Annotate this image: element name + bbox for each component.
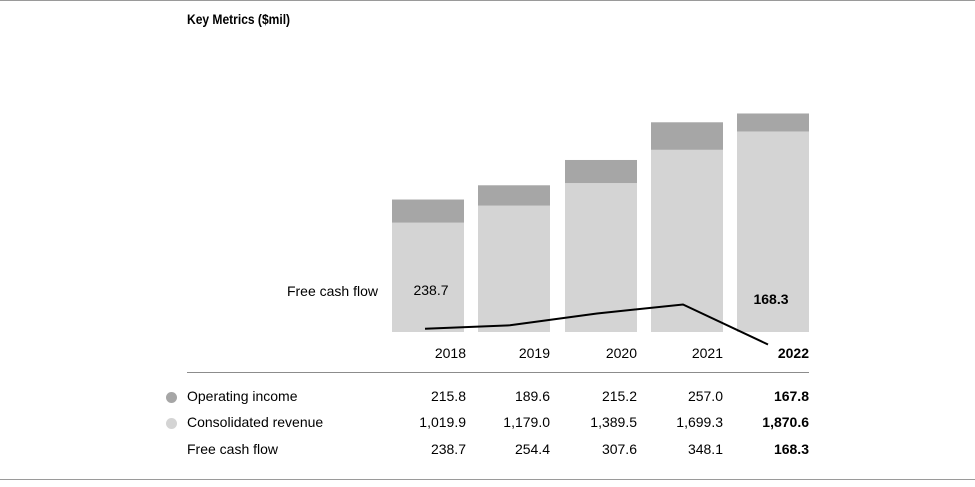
operating-income-2019: 189.6 — [514, 388, 550, 404]
chart-title: Key Metrics ($mil) — [187, 11, 291, 27]
table-row-consolidated-revenue: Consolidated revenue 1,019.9 1,179.0 1,3… — [0, 413, 975, 433]
consolidated-revenue-2021: 1,699.3 — [676, 414, 723, 430]
bottom-rule — [0, 479, 975, 480]
free-cash-flow-2022: 168.3 — [773, 441, 809, 457]
operating-income-bar-2018 — [392, 199, 464, 223]
revenue-bar-2022 — [737, 131, 809, 332]
free-cash-flow-line — [424, 303, 769, 346]
consolidated-revenue-label: Consolidated revenue — [187, 414, 324, 430]
table-divider — [187, 372, 809, 373]
year-label-2021: 2021 — [691, 345, 723, 361]
free-cash-flow-line-label: Free cash flow — [287, 283, 379, 299]
consolidated-revenue-2020: 1,389.5 — [590, 414, 637, 430]
revenue-bar-2021 — [651, 149, 723, 332]
operating-income-legend-dot — [166, 392, 177, 403]
revenue-bar-2019 — [478, 205, 550, 332]
operating-income-2022: 167.8 — [773, 388, 809, 404]
free-cash-flow-2018: 238.7 — [430, 441, 466, 457]
free-cash-flow-2019: 254.4 — [514, 441, 550, 457]
consolidated-revenue-2018: 1,019.9 — [419, 414, 466, 430]
operating-income-label: Operating income — [187, 388, 298, 404]
operating-income-bar-2022 — [737, 113, 809, 132]
year-label-2018: 2018 — [434, 345, 466, 361]
table-row-free-cash-flow: Free cash flow 238.7 254.4 307.6 348.1 1… — [0, 440, 975, 460]
table-row-operating-income: Operating income 215.8 189.6 215.2 257.0… — [0, 387, 975, 407]
consolidated-revenue-2022: 1,870.6 — [762, 414, 809, 430]
operating-income-bar-2021 — [651, 122, 723, 150]
operating-income-bar-2019 — [478, 185, 550, 206]
free-cash-flow-2021: 348.1 — [687, 441, 723, 457]
free-cash-flow-2020: 307.6 — [601, 441, 637, 457]
consolidated-revenue-2019: 1,179.0 — [503, 414, 550, 430]
top-rule — [0, 0, 975, 1]
operating-income-2018: 215.8 — [430, 388, 466, 404]
operating-income-2021: 257.0 — [687, 388, 723, 404]
free-cash-flow-last-value: 168.3 — [753, 291, 788, 307]
operating-income-2020: 215.2 — [601, 388, 637, 404]
revenue-bar-2020 — [565, 183, 637, 332]
revenue-bar-2018 — [392, 222, 464, 332]
free-cash-flow-label: Free cash flow — [187, 441, 279, 457]
year-label-2022: 2022 — [777, 345, 809, 361]
operating-income-bar-2020 — [565, 159, 637, 184]
year-label-2019: 2019 — [518, 345, 550, 361]
year-label-2020: 2020 — [605, 345, 637, 361]
consolidated-revenue-legend-dot — [166, 418, 177, 429]
free-cash-flow-first-value: 238.7 — [413, 282, 448, 298]
